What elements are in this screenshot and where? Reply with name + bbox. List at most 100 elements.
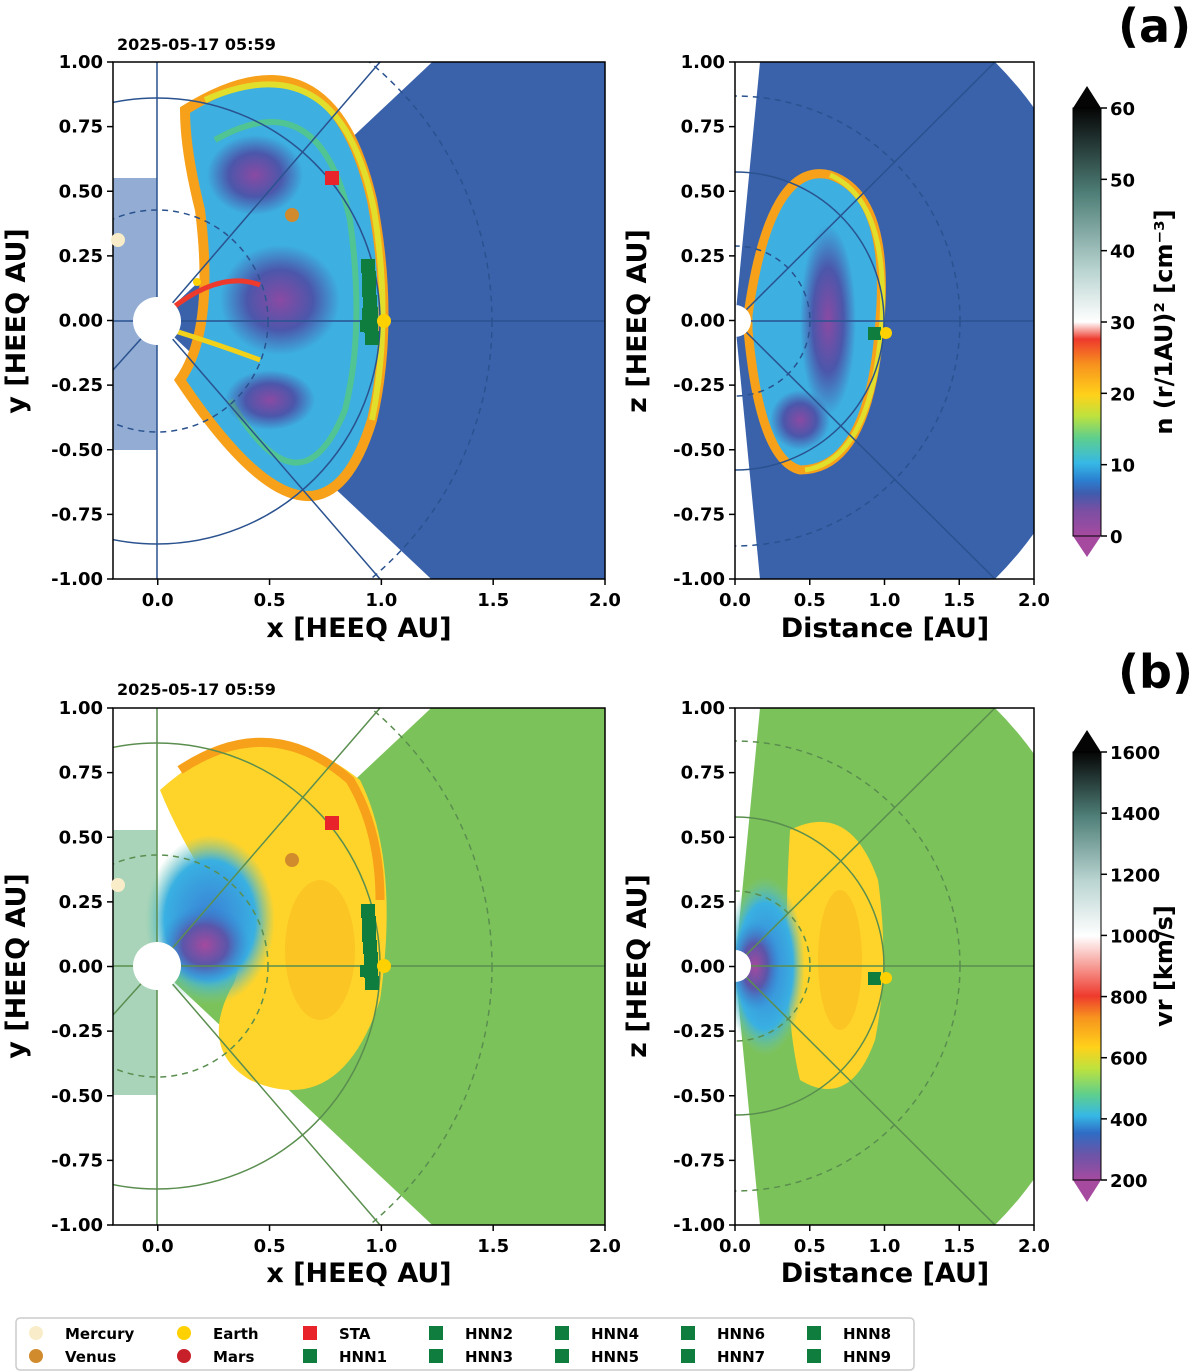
x-ticks: 0.0 0.5 1.0 1.5 2.0	[142, 579, 621, 611]
y-ticks: 1.00 0.75 0.50 0.25 0.00 -0.25 -0.50 -0.75 -1.00	[51, 698, 113, 1236]
legend-item: Mercury	[29, 1325, 134, 1343]
plot-b-left: 2025-05-17 05:59 0.0 0.5 1.0 1.5 2.0 1.00 0.7…	[1, 680, 621, 1289]
y-tick-label: -0.50	[673, 440, 725, 461]
legend-item: HNN7	[681, 1348, 765, 1366]
y-tick-label: 0.00	[59, 957, 103, 978]
x-tick-label: 0.5	[254, 590, 286, 611]
x-tick-label: 0.0	[142, 1236, 174, 1257]
grid-lines	[113, 708, 605, 1225]
x-tick-label: 2.0	[589, 590, 621, 611]
legend-marker	[681, 1326, 695, 1340]
mars-marker	[193, 278, 201, 286]
y-tick-label: -0.50	[673, 1086, 725, 1107]
y-tick-label: 1.00	[59, 52, 103, 73]
earth-marker	[880, 972, 892, 984]
y-axis-label: z [HEEQ AU]	[622, 229, 653, 413]
legend-marker	[681, 1349, 695, 1363]
x-axis-label: x [HEEQ AU]	[266, 1258, 451, 1289]
y-tick-label: 1.00	[59, 698, 103, 719]
y-tick-label: 1.00	[681, 52, 725, 73]
y-tick-label: 0.50	[59, 827, 103, 848]
y-tick-label: -0.75	[51, 504, 103, 525]
y-tick-label: -1.00	[673, 1215, 725, 1236]
legend-item: HNN2	[429, 1325, 513, 1343]
venus-marker	[285, 208, 299, 222]
legend-label: HNN8	[843, 1325, 891, 1343]
y-tick-label: 0.25	[681, 892, 725, 913]
x-tick-label: 0.0	[719, 590, 751, 611]
x-tick-label: 0.0	[719, 1236, 751, 1257]
colorbar-tick-label: 400	[1110, 1110, 1148, 1131]
colorbar-tick-label: 30	[1110, 313, 1135, 334]
sun	[133, 297, 181, 345]
mercury-marker	[111, 878, 125, 892]
colorbar-tick-label: 0	[1110, 527, 1123, 548]
legend-label: HNN4	[591, 1325, 639, 1343]
x-tick-label: 0.0	[142, 590, 174, 611]
legend-marker	[29, 1326, 43, 1340]
legend-marker	[177, 1326, 191, 1340]
legend-label: Venus	[65, 1348, 116, 1366]
cavity-lower	[225, 370, 315, 430]
cavity-core	[220, 245, 340, 355]
legend-item: Mars	[177, 1348, 254, 1366]
x-tick-label: 1.5	[943, 1236, 975, 1257]
legend-item: HNN1	[303, 1348, 387, 1366]
y-tick-label: 0.50	[681, 827, 725, 848]
x-tick-label: 1.5	[943, 590, 975, 611]
plot-a-left: 2025-05-17 05:59 0.0 0.5 1.0 1.5 2.0 1.00 0.7…	[1, 35, 621, 644]
y-tick-label: -0.25	[673, 1021, 725, 1042]
legend-marker	[429, 1349, 443, 1363]
y-tick-label: 0.25	[681, 246, 725, 267]
cme-edge	[177, 737, 385, 901]
legend-label: HNN1	[339, 1348, 387, 1366]
shock-inner-cyan	[213, 119, 360, 466]
y-axis-label: y [HEEQ AU]	[1, 228, 32, 414]
y-tick-label: 0.00	[681, 957, 725, 978]
legend-label: Mercury	[65, 1325, 134, 1343]
legend-item: STA	[303, 1325, 371, 1343]
y-tick-label: -0.75	[673, 504, 725, 525]
legend-marker	[177, 1349, 191, 1363]
legend-label: HNN5	[591, 1348, 639, 1366]
y-tick-label: 0.00	[59, 311, 103, 332]
legend-marker	[807, 1349, 821, 1363]
slow-core	[160, 905, 250, 985]
hnn-probes	[868, 972, 881, 985]
legend-item: Venus	[29, 1348, 116, 1366]
legend-marker	[555, 1326, 569, 1340]
colorbar-tick-label: 1400	[1110, 804, 1160, 825]
timestamp-b: 2025-05-17 05:59	[117, 680, 276, 699]
colorbar-label: n (r/1AU)² [cm⁻³]	[1150, 209, 1178, 434]
legend-item: HNN9	[807, 1348, 891, 1366]
legend-marker	[29, 1349, 43, 1363]
legend-item: HNN6	[681, 1325, 765, 1343]
jet-red	[168, 278, 261, 312]
panel-label-b: (b)	[1118, 645, 1193, 699]
x-tick-label: 0.5	[794, 1236, 826, 1257]
legend-item: HNN4	[555, 1325, 639, 1343]
y-tick-label: -0.25	[51, 375, 103, 396]
legend-label: Earth	[213, 1325, 259, 1343]
y-tick-label: 0.75	[681, 763, 725, 784]
shock-outer-yellow	[203, 81, 386, 421]
sun	[735, 950, 751, 982]
x-tick-label: 2.0	[1018, 590, 1050, 611]
x-ticks: 0.0 0.5 1.0 1.5 2.0	[719, 1225, 1050, 1257]
legend-label: HNN2	[465, 1325, 513, 1343]
y-tick-label: 1.00	[681, 698, 725, 719]
x-axis-label: Distance [AU]	[781, 613, 989, 644]
y-axis-label: y [HEEQ AU]	[1, 873, 32, 1059]
x-tick-label: 0.5	[254, 1236, 286, 1257]
x-tick-label: 2.0	[589, 1236, 621, 1257]
hnn-probes	[360, 904, 379, 990]
cme-core	[818, 890, 862, 1030]
y-ticks: 1.00 0.75 0.50 0.25 0.00 -0.25 -0.50 -0.75 -1.00	[673, 52, 735, 590]
y-tick-label: 0.25	[59, 892, 103, 913]
colorbar-b: 1600 1400 1200 1000 800 600 400 200 vr [km/s]	[1072, 730, 1178, 1202]
legend-label: HNN6	[717, 1325, 765, 1343]
sun	[133, 942, 181, 990]
cavity-upper	[207, 135, 303, 215]
x-tick-label: 1.0	[365, 590, 397, 611]
legend-marker	[303, 1349, 317, 1363]
